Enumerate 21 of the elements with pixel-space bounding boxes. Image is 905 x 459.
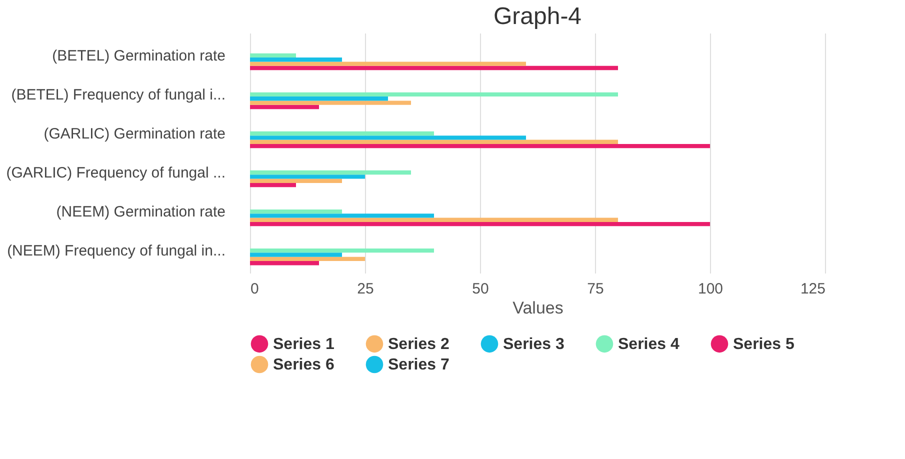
x-tick-label: 100 bbox=[698, 280, 724, 298]
x-tick-label: 75 bbox=[587, 280, 604, 298]
legend-label: Series 1 bbox=[273, 336, 334, 353]
x-tick-label: 125 bbox=[800, 280, 826, 298]
legend-label: Series 3 bbox=[503, 336, 564, 353]
x-axis-title: Values bbox=[512, 298, 564, 318]
chart-title: Graph-4 bbox=[493, 3, 582, 30]
y-tick-label: (GARLIC) Frequency of fungal ... bbox=[6, 164, 226, 182]
y-tick-label: (NEEM) Germination rate bbox=[56, 204, 226, 221]
x-tick-label: 25 bbox=[357, 280, 374, 298]
legend-label: Series 7 bbox=[388, 356, 450, 374]
legend-label: Series 2 bbox=[388, 336, 450, 353]
x-tick-label: 0 bbox=[250, 280, 259, 298]
y-tick-label: (BETEL) Frequency of fungal i... bbox=[11, 86, 226, 104]
x-tick-label: 50 bbox=[472, 280, 489, 298]
y-tick-label: (NEEM) Frequency of fungal in... bbox=[7, 242, 226, 260]
y-tick-label: (GARLIC) Germination rate bbox=[44, 125, 226, 142]
legend-label: Series 6 bbox=[273, 356, 334, 374]
legend-label: Series 4 bbox=[618, 336, 680, 353]
y-tick-label: (BETEL) Germination rate bbox=[52, 47, 226, 64]
legend-label: Series 5 bbox=[733, 336, 794, 353]
